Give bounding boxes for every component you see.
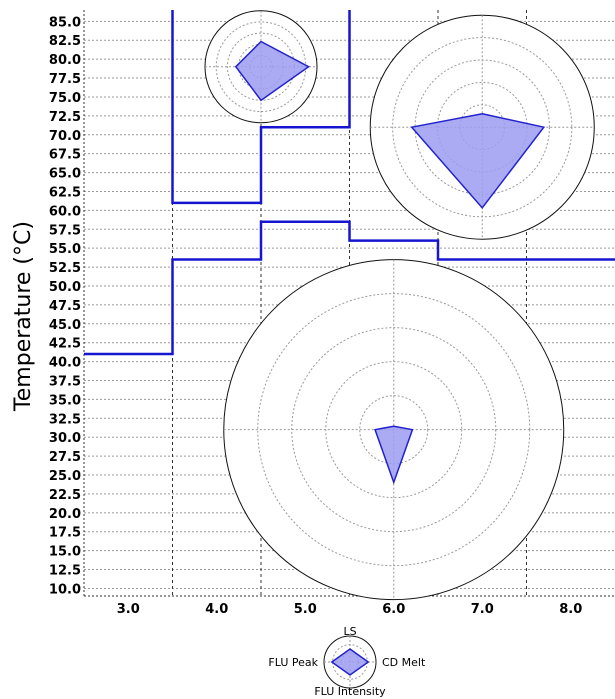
y-tick-label: 85.0 bbox=[49, 15, 81, 30]
y-tick-label: 20.0 bbox=[49, 507, 81, 522]
x-tick-label: 8.0 bbox=[559, 602, 582, 617]
y-tick-label: 10.0 bbox=[49, 582, 81, 597]
x-axis-ticks: 3.0 4.0 5.0 6.0 7.0 8.0 bbox=[117, 602, 583, 617]
series-lines bbox=[84, 10, 615, 356]
y-tick-label: 55.0 bbox=[49, 242, 81, 257]
y-tick-label: 22.5 bbox=[49, 488, 81, 503]
y-tick-label: 82.5 bbox=[49, 34, 81, 49]
y-tick-label: 65.0 bbox=[49, 167, 81, 182]
y-tick-label: 70.0 bbox=[49, 129, 81, 144]
y-tick-label: 27.5 bbox=[49, 450, 81, 465]
legend-glyph-shape bbox=[330, 648, 370, 676]
y-tick-label: 42.5 bbox=[49, 337, 81, 352]
y-tick-label: 35.0 bbox=[49, 393, 81, 408]
y-tick-label: 52.5 bbox=[49, 261, 81, 276]
y-tick-label: 12.5 bbox=[49, 564, 81, 579]
x-tick-label: 6.0 bbox=[382, 602, 405, 617]
radar-glyph-1-shape bbox=[410, 112, 546, 210]
y-tick-label: 80.0 bbox=[49, 53, 81, 68]
legend-label-bottom: FLU Intensity bbox=[314, 685, 386, 698]
legend-glyph bbox=[323, 635, 377, 689]
legend-label-left: FLU Peak bbox=[268, 656, 318, 669]
legend-label-top: LS bbox=[343, 625, 356, 638]
x-tick-label: 4.0 bbox=[205, 602, 228, 617]
x-tick-label: 7.0 bbox=[471, 602, 494, 617]
y-tick-label: 50.0 bbox=[49, 280, 81, 295]
y-tick-label: 62.5 bbox=[49, 185, 81, 200]
radar-glyph-0-shape bbox=[234, 40, 311, 102]
legend: LS CD Melt FLU Intensity FLU Peak bbox=[268, 625, 426, 698]
y-tick-label: 45.0 bbox=[49, 318, 81, 333]
radar-glyphs bbox=[204, 10, 595, 601]
y-tick-label: 57.5 bbox=[49, 223, 81, 238]
y-axis-label: Temperature (°C) bbox=[11, 221, 36, 412]
y-tick-label: 30.0 bbox=[49, 431, 81, 446]
y-tick-label: 77.5 bbox=[49, 72, 81, 87]
y-tick-label: 75.0 bbox=[49, 91, 81, 106]
radar-glyph-1 bbox=[369, 14, 595, 240]
radar-glyph-2-shape bbox=[374, 425, 414, 485]
series-line-1 bbox=[171, 10, 351, 205]
series-line-0 bbox=[84, 220, 615, 356]
y-tick-label: 25.0 bbox=[49, 469, 81, 484]
y-tick-label: 32.5 bbox=[49, 412, 81, 427]
y-tick-label: 47.5 bbox=[49, 299, 81, 314]
y-tick-label: 67.5 bbox=[49, 148, 81, 163]
radar-glyph-2 bbox=[223, 259, 565, 601]
y-axis-ticks: 10.0 12.5 15.0 17.5 20.0 22.5 25.0 27.5 30.0 32.5… bbox=[49, 15, 81, 597]
legend-label-right: CD Melt bbox=[382, 656, 426, 669]
radar-glyph-0 bbox=[204, 10, 318, 124]
y-tick-label: 15.0 bbox=[49, 545, 81, 560]
y-tick-label: 60.0 bbox=[49, 204, 81, 219]
y-tick-label: 40.0 bbox=[49, 356, 81, 371]
x-tick-label: 5.0 bbox=[294, 602, 317, 617]
x-tick-label: 3.0 bbox=[117, 602, 140, 617]
y-tick-label: 72.5 bbox=[49, 110, 81, 125]
y-tick-label: 37.5 bbox=[49, 375, 81, 390]
y-tick-label: 17.5 bbox=[49, 526, 81, 541]
